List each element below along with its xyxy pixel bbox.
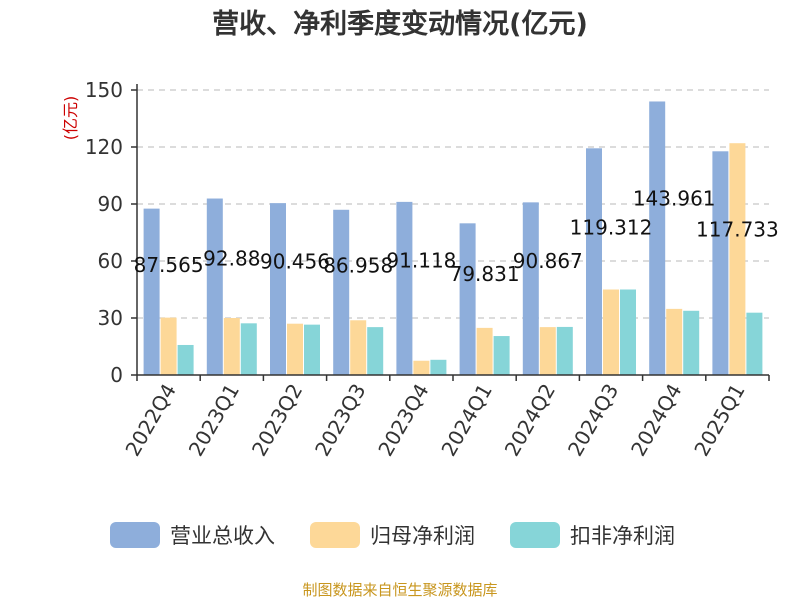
bar-4-0: [396, 201, 413, 375]
bar-3-2: [367, 327, 384, 375]
source-note: 制图数据来自恒生聚源数据库: [302, 581, 497, 599]
bar-7-2: [620, 289, 636, 375]
legend-label: 归母净利润: [370, 524, 475, 548]
data-labels: 87.565 92.88 90.45686.95891.11879.83190.86…: [134, 186, 779, 286]
x-tick-label: 2023Q4: [373, 380, 433, 461]
bar-9-1: [729, 143, 746, 375]
bar-2-0: [270, 203, 286, 375]
bar-8-2: [683, 310, 700, 375]
bar-3-1: [350, 320, 367, 375]
y-tick-label: 120: [85, 135, 123, 159]
y-tick-label: 150: [85, 78, 123, 102]
bar-3-0: [333, 209, 350, 375]
bar-4-1: [413, 360, 430, 375]
x-tick-label: 2024Q4: [626, 380, 686, 461]
chart-title: 营收、净利季度变动情况(亿元): [212, 8, 588, 40]
bar-1-0: [206, 198, 223, 375]
data-label: 87.565: [134, 253, 204, 277]
data-label: 91.118: [386, 249, 456, 273]
y-tick-label: 30: [98, 306, 123, 330]
bar-0-1: [160, 317, 177, 375]
bar-6-2: [556, 326, 573, 375]
data-label: 90.867: [513, 249, 583, 273]
x-tick-label: 2024Q1: [436, 380, 496, 461]
bar-2-2: [304, 324, 320, 375]
x-tick-label: 2023Q1: [184, 380, 244, 461]
bar-1-2: [240, 323, 257, 375]
x-tick-label: 2025Q1: [689, 380, 749, 461]
data-label: 119.312: [570, 215, 653, 239]
bar-5-2: [493, 336, 510, 375]
x-tick-label: 2023Q2: [247, 380, 307, 461]
bar-2-1: [287, 323, 303, 375]
bar-7-1: [603, 289, 619, 375]
bar-4-2: [430, 359, 447, 375]
bar-5-1: [476, 327, 493, 375]
bar-9-2: [746, 312, 763, 375]
y-tick-label: 90: [98, 192, 123, 216]
legend-swatch: [310, 522, 360, 548]
y-axis-label: (亿元): [61, 96, 80, 141]
bar-5-0: [459, 223, 476, 375]
data-label: 92.88: [203, 247, 260, 271]
bar-6-0: [522, 202, 539, 375]
data-label: 90.456: [260, 249, 330, 273]
legend[interactable]: 营业总收入 归母净利润 扣非净利润: [110, 522, 675, 548]
y-tick-label: 60: [98, 249, 123, 273]
bar-0-0: [143, 208, 160, 375]
x-tick-label: 2022Q4: [120, 380, 180, 461]
bar-6-1: [539, 327, 556, 375]
x-tick-label: 2024Q2: [500, 380, 560, 461]
y-tick-label: 0: [110, 363, 123, 387]
bar-9-0: [712, 151, 729, 375]
x-tick-label: 2024Q3: [563, 380, 623, 461]
legend-label: 扣非净利润: [570, 524, 675, 548]
bar-7-0: [586, 148, 602, 375]
x-tick-label: 2023Q3: [310, 380, 370, 461]
legend-label: 营业总收入: [170, 524, 275, 548]
legend-swatch: [110, 522, 160, 548]
data-label: 117.733: [696, 217, 779, 241]
bar-8-0: [649, 101, 666, 376]
data-label: 143.961: [633, 186, 716, 210]
bar-8-1: [666, 308, 683, 375]
bar-0-2: [177, 344, 194, 375]
data-label: 86.958: [323, 254, 393, 278]
legend-swatch: [510, 522, 560, 548]
data-label: 79.831: [450, 262, 520, 286]
bars: [143, 101, 763, 376]
bar-1-1: [223, 318, 240, 375]
